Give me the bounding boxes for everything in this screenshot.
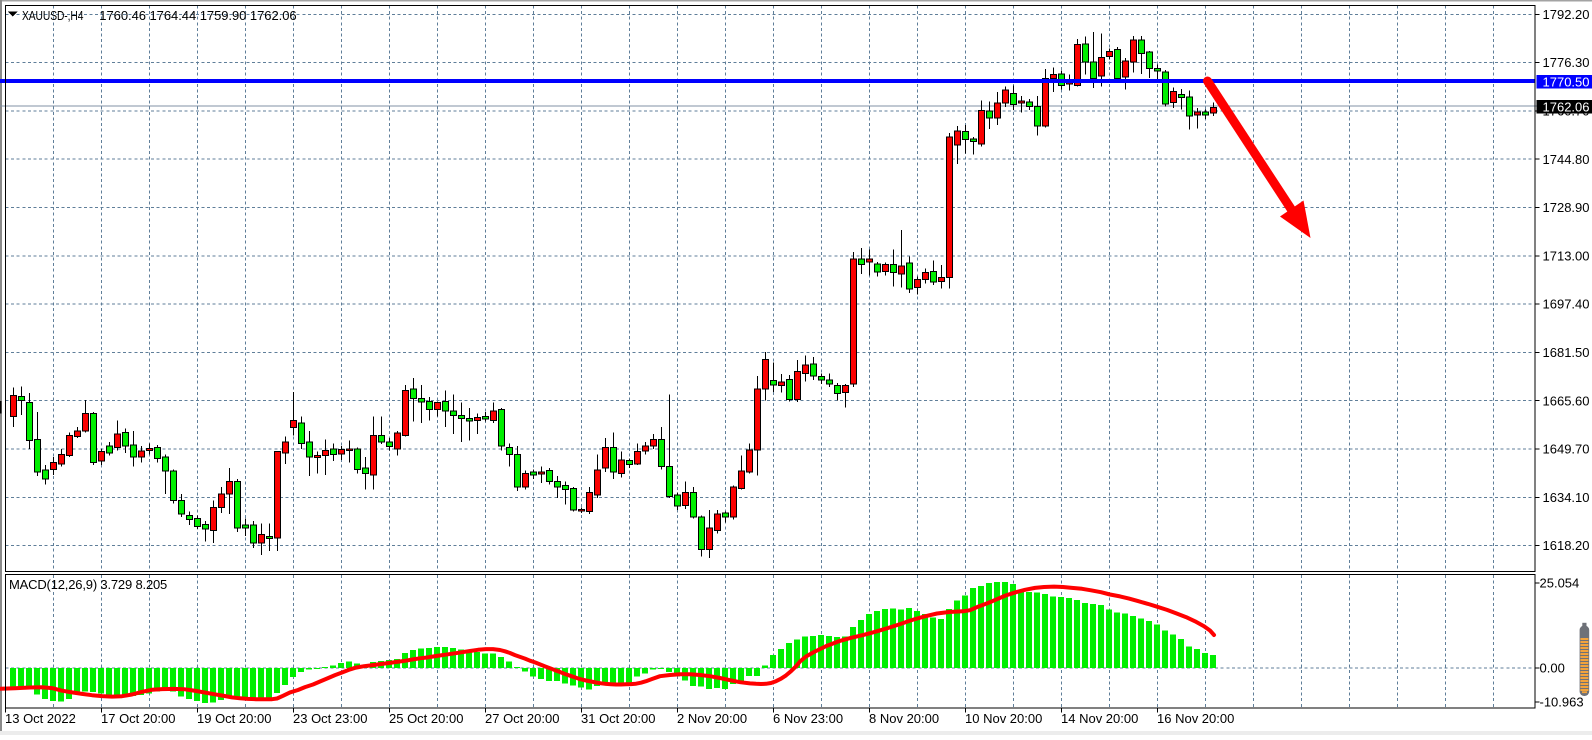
svg-text:1634.10: 1634.10 bbox=[1543, 490, 1590, 505]
svg-text:14 Nov 20:00: 14 Nov 20:00 bbox=[1061, 711, 1138, 726]
svg-text:1728.90: 1728.90 bbox=[1543, 200, 1590, 215]
svg-text:1792.20: 1792.20 bbox=[1543, 7, 1590, 22]
svg-text:25.054: 25.054 bbox=[1540, 576, 1580, 591]
svg-text:XAUUSD-,H4: XAUUSD-,H4 bbox=[22, 9, 84, 23]
svg-text:17 Oct 20:00: 17 Oct 20:00 bbox=[101, 711, 175, 726]
svg-text:31 Oct 20:00: 31 Oct 20:00 bbox=[581, 711, 655, 726]
svg-text:1770.50: 1770.50 bbox=[1543, 75, 1590, 90]
svg-text:0.00: 0.00 bbox=[1540, 661, 1565, 676]
svg-text:6 Nov 23:00: 6 Nov 23:00 bbox=[773, 711, 843, 726]
svg-text:13 Oct 2022: 13 Oct 2022 bbox=[5, 711, 76, 726]
svg-text:1744.80: 1744.80 bbox=[1543, 152, 1590, 167]
svg-text:1681.50: 1681.50 bbox=[1543, 345, 1590, 360]
svg-text:19 Oct 20:00: 19 Oct 20:00 bbox=[197, 711, 271, 726]
svg-text:27 Oct 20:00: 27 Oct 20:00 bbox=[485, 711, 559, 726]
svg-text:1760.46 1764.44 1759.90 1762.0: 1760.46 1764.44 1759.90 1762.06 bbox=[99, 8, 296, 23]
svg-text:2 Nov 20:00: 2 Nov 20:00 bbox=[677, 711, 747, 726]
svg-text:MACD(12,26,9) 3.729 8.205: MACD(12,26,9) 3.729 8.205 bbox=[9, 577, 167, 592]
svg-text:1649.70: 1649.70 bbox=[1543, 442, 1590, 457]
svg-text:1713.00: 1713.00 bbox=[1543, 248, 1590, 263]
svg-text:1665.60: 1665.60 bbox=[1543, 393, 1590, 408]
svg-text:25 Oct 20:00: 25 Oct 20:00 bbox=[389, 711, 463, 726]
svg-text:10 Nov 20:00: 10 Nov 20:00 bbox=[965, 711, 1042, 726]
svg-text:-10.963: -10.963 bbox=[1540, 694, 1584, 709]
svg-text:23 Oct 23:00: 23 Oct 23:00 bbox=[293, 711, 367, 726]
svg-text:1762.06: 1762.06 bbox=[1543, 100, 1590, 115]
svg-text:8 Nov 20:00: 8 Nov 20:00 bbox=[869, 711, 939, 726]
svg-text:1618.20: 1618.20 bbox=[1543, 538, 1590, 553]
svg-text:1697.40: 1697.40 bbox=[1543, 297, 1590, 312]
svg-text:16 Nov 20:00: 16 Nov 20:00 bbox=[1157, 711, 1234, 726]
svg-text:1776.30: 1776.30 bbox=[1543, 55, 1590, 70]
